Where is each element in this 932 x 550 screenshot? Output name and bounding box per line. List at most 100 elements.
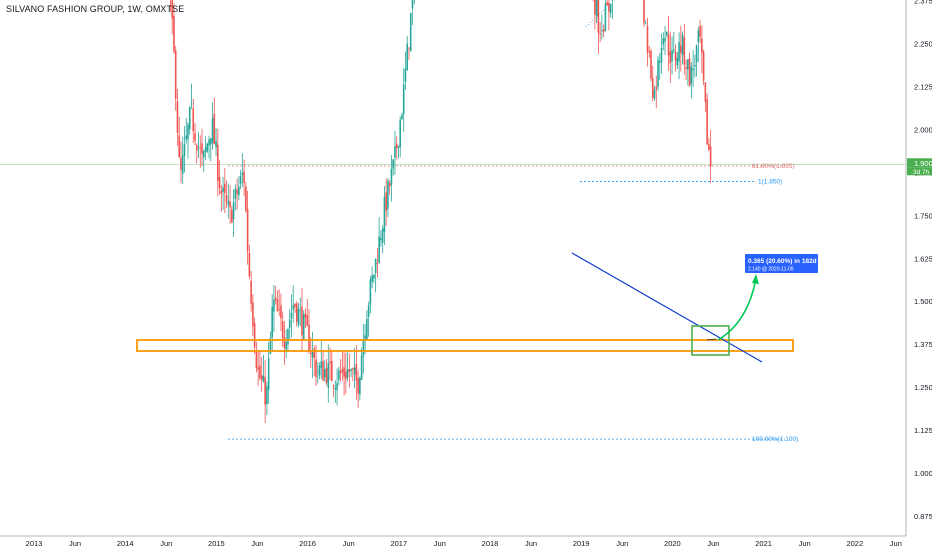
candle	[325, 358, 328, 386]
candle-body	[318, 365, 321, 376]
candle-body	[385, 192, 387, 211]
candle	[229, 185, 231, 225]
candle	[285, 329, 288, 359]
candle-body	[208, 139, 210, 146]
fib-extension-label: 1(1.850)	[758, 178, 782, 185]
candle	[695, 44, 698, 77]
candle	[276, 290, 279, 312]
candle	[678, 32, 680, 80]
candle	[206, 142, 209, 154]
candle	[201, 128, 203, 167]
candle	[371, 266, 373, 289]
candle-body	[227, 201, 230, 205]
candle	[671, 36, 673, 75]
candle	[408, 47, 410, 60]
candle	[367, 301, 370, 337]
candle	[187, 122, 189, 159]
candle	[334, 380, 337, 403]
candle-body	[367, 305, 370, 317]
countdown-label: 3d 7h	[913, 169, 930, 176]
candle-body	[341, 369, 344, 373]
candle-body	[274, 297, 277, 301]
candle	[373, 274, 375, 283]
candle	[357, 370, 359, 408]
candle-body	[376, 262, 379, 264]
candle	[306, 299, 309, 327]
candle-body	[606, 2, 608, 6]
candle-body	[190, 103, 193, 105]
candle-body	[704, 82, 707, 102]
candle	[190, 83, 193, 110]
candle-body	[292, 305, 295, 310]
candle-body	[699, 26, 701, 37]
annotations-layer: 0.365 (20.60%) in 182d 2.140 @ 2020-11-09	[136, 252, 818, 363]
projection-label-primary: 0.365 (20.60%) in 182d	[748, 258, 817, 265]
candle	[606, 0, 608, 6]
candle-body	[392, 159, 394, 169]
candle	[292, 285, 295, 323]
candle	[241, 153, 244, 188]
candle	[234, 184, 237, 211]
x-axis[interactable]: 2013 Jun 2014 Jun 2015 Jun 2016 Jun 2017 Jun 2018 J…	[0, 535, 906, 550]
candle-body	[315, 359, 317, 378]
candle	[348, 353, 351, 388]
candle-body	[222, 187, 224, 192]
y-axis[interactable]: 3.7503.6253.5003.3753.2503.1253.0002.875…	[905, 0, 932, 550]
candle	[404, 51, 407, 90]
candle-body	[343, 367, 345, 377]
candle	[308, 309, 310, 354]
candle	[366, 310, 368, 341]
candle	[217, 128, 219, 197]
candle	[278, 289, 280, 317]
candle	[288, 309, 291, 340]
candle-body	[676, 57, 679, 66]
candle-body	[397, 145, 400, 148]
candle-body	[178, 135, 181, 157]
candle	[246, 190, 249, 265]
y-tick-label: 1.625	[914, 254, 932, 263]
candle	[232, 189, 235, 238]
candle	[697, 26, 700, 62]
candle-body	[653, 89, 656, 99]
candle	[397, 145, 400, 159]
fib-level-label: 100.00%(1.100)	[752, 436, 798, 443]
candle-body	[294, 304, 296, 307]
candle	[699, 19, 701, 44]
candle-body	[320, 361, 323, 368]
candle-body	[201, 143, 203, 154]
candle-body	[708, 144, 710, 150]
candle	[181, 136, 184, 184]
candle	[299, 297, 302, 327]
candle	[685, 59, 687, 81]
candle-body	[402, 84, 405, 115]
candle-body	[283, 337, 286, 348]
candle	[406, 35, 409, 71]
candle	[204, 136, 207, 160]
candle-body	[204, 147, 207, 152]
candle	[185, 117, 188, 144]
candle-body	[331, 361, 333, 382]
candle-body	[362, 340, 365, 357]
chart-title: SILVANO FASHION GROUP, 1W, OMXTSE	[6, 4, 185, 14]
x-tick-label: Jun	[616, 539, 628, 548]
projection-arrow	[717, 277, 757, 341]
projection-arrowhead	[752, 274, 759, 284]
y-tick-label: 1.500	[914, 297, 932, 306]
candle	[213, 97, 216, 145]
x-tick-label: Jun	[707, 539, 719, 548]
candle-body	[338, 370, 340, 380]
candle	[664, 26, 666, 56]
candle-body	[213, 113, 216, 145]
x-tick-label: Jun	[525, 539, 537, 548]
candle	[643, 0, 645, 27]
candle-body	[369, 279, 372, 305]
candle-body	[276, 299, 279, 312]
candle	[665, 31, 668, 38]
x-tick-label: 2014	[117, 539, 134, 548]
candle-body	[709, 146, 712, 167]
candle	[387, 177, 389, 217]
candle-body	[594, 0, 596, 15]
candle-body	[394, 146, 396, 158]
candle-body	[248, 252, 251, 277]
